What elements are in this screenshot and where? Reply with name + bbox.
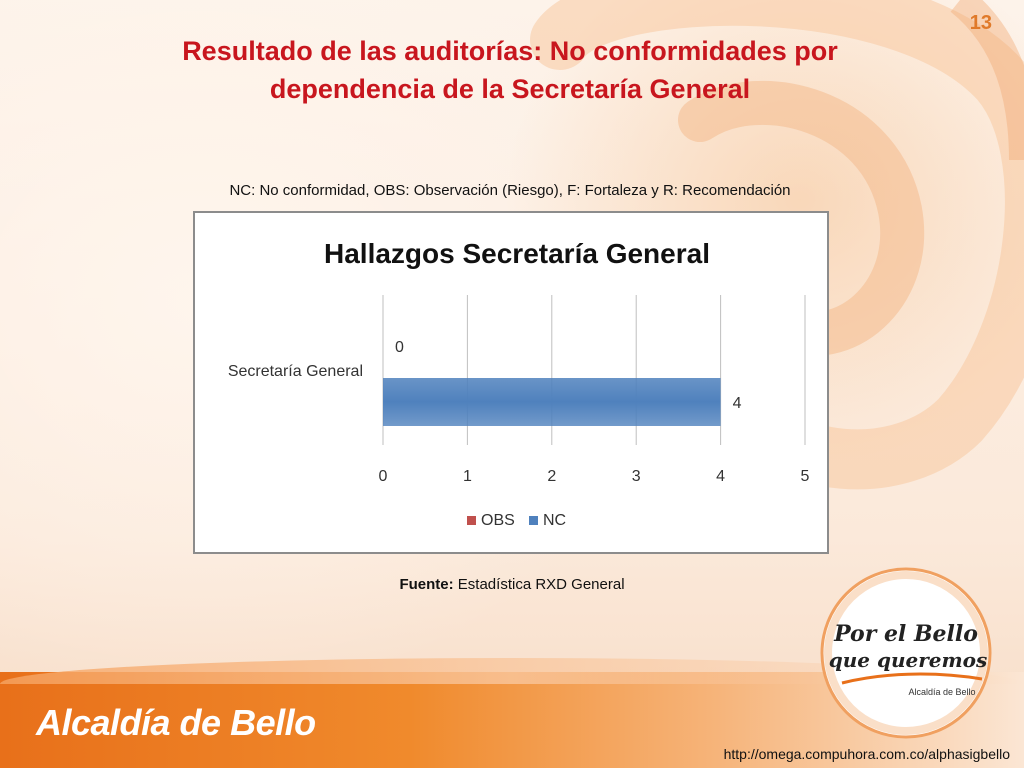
x-tick-2: 2	[547, 468, 556, 485]
category-label: Secretaría General	[228, 363, 363, 380]
legend-label-nc: NC	[543, 512, 566, 529]
chart-data-labels: 04	[395, 339, 742, 412]
x-tick-0: 0	[379, 468, 388, 485]
source-text: Estadística RXD General	[453, 576, 625, 593]
legend-swatch-nc	[529, 516, 538, 525]
x-tick-5: 5	[801, 468, 810, 485]
logo-line-2: que queremos	[829, 648, 988, 672]
category-labels: Secretaría General	[228, 363, 363, 380]
chart-title: Hallazgos Secretaría General	[324, 238, 710, 269]
x-axis-ticks: 0 1 2 3 4 5	[379, 468, 810, 485]
x-tick-1: 1	[463, 468, 472, 485]
logo-line-3: Alcaldía de Bello	[908, 687, 975, 697]
chart-legend: OBS NC	[467, 512, 566, 529]
page-number: 13	[969, 12, 992, 34]
title-line-2: dependencia de la Secretaría General	[269, 74, 751, 104]
chart-bars	[383, 378, 721, 426]
page-title: Resultado de las auditorías: No conformi…	[120, 32, 900, 108]
legend-label-obs: OBS	[481, 512, 515, 529]
legend-swatch-obs	[467, 516, 476, 525]
por-el-bello-logo: Por el Bello que queremos Alcaldía de Be…	[820, 567, 992, 739]
data-label-obs: 0	[395, 339, 404, 356]
data-label-nc: 4	[733, 395, 742, 412]
bar-nc	[383, 378, 721, 426]
x-tick-3: 3	[632, 468, 641, 485]
source-note: Fuente: Estadística RXD General	[0, 576, 1024, 593]
x-tick-4: 4	[716, 468, 725, 485]
logo-line-1: Por el Bello	[833, 621, 978, 647]
brand-name: Alcaldía de Bello	[36, 702, 316, 743]
source-label: Fuente:	[399, 576, 454, 593]
title-line-1: Resultado de las auditorías: No conformi…	[182, 36, 838, 66]
abbreviation-note: NC: No conformidad, OBS: Observación (Ri…	[229, 182, 791, 199]
footer-url[interactable]: http://omega.compuhora.com.co/alphasigbe…	[723, 746, 1010, 762]
